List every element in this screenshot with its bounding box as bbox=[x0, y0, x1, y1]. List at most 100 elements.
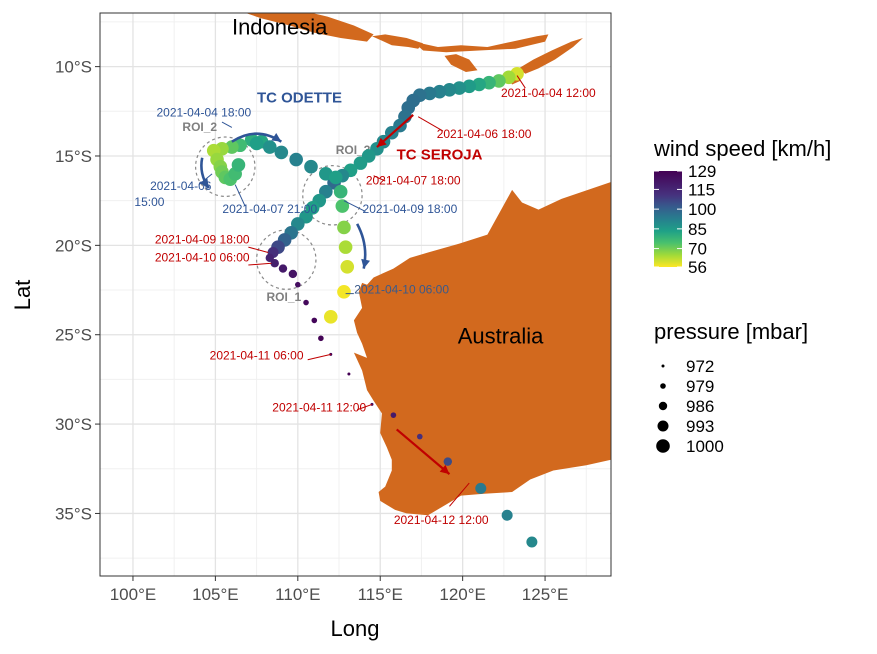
indonesia-sumba bbox=[444, 54, 478, 72]
indonesia-timor bbox=[518, 38, 583, 74]
roi-label: ROI_2 bbox=[182, 120, 217, 134]
timestamp-label: 2021-04-10 06:00 bbox=[354, 283, 449, 297]
track-point bbox=[323, 310, 338, 324]
y-tick-label: 35°S bbox=[55, 504, 92, 523]
pressure-legend-label: 979 bbox=[686, 377, 714, 396]
annotation-leader bbox=[417, 116, 444, 132]
indonesia-sumbawa-flores bbox=[413, 34, 549, 53]
roi-label: ROI_3 bbox=[336, 143, 371, 157]
x-tick-label: 120°E bbox=[439, 585, 486, 604]
track-point bbox=[270, 259, 279, 268]
track-point bbox=[278, 264, 288, 273]
colorbar-tick-label: 100 bbox=[688, 200, 716, 219]
colorbar-tick-label: 129 bbox=[688, 162, 716, 181]
track-point bbox=[390, 412, 397, 418]
x-tick-label: 100°E bbox=[110, 585, 157, 604]
colorbar-tick-label: 115 bbox=[688, 180, 715, 199]
track-point bbox=[295, 281, 301, 288]
annotation-leader bbox=[343, 200, 366, 212]
timestamp-label: 2021-04-11 06:00 bbox=[210, 349, 304, 363]
track-point bbox=[526, 536, 538, 548]
track-point bbox=[335, 199, 350, 213]
annotation-leader bbox=[356, 403, 373, 411]
y-tick-label: 10°S bbox=[55, 58, 92, 77]
pressure-legend-label: 972 bbox=[686, 357, 714, 376]
seroja-track bbox=[265, 66, 538, 548]
timestamp-label: 2021-04-09 18:00 bbox=[155, 233, 250, 247]
track-point bbox=[289, 152, 303, 167]
annotation-leader bbox=[248, 246, 269, 253]
arrow-head bbox=[439, 464, 450, 475]
track-point bbox=[311, 317, 318, 324]
track-point bbox=[304, 159, 318, 174]
track-point bbox=[288, 269, 298, 279]
annotation-leader bbox=[221, 121, 233, 128]
x-tick-label: 105°E bbox=[192, 585, 239, 604]
timestamp-label: 2021-04-07 21:00 bbox=[222, 202, 317, 216]
annotation-leader bbox=[307, 353, 331, 361]
track-point bbox=[443, 457, 453, 466]
track-point bbox=[340, 259, 355, 274]
track-point bbox=[231, 158, 246, 172]
track-point bbox=[353, 156, 368, 170]
pressure-legend-label: 986 bbox=[686, 397, 714, 416]
track-point bbox=[274, 145, 289, 160]
track-point bbox=[337, 285, 351, 299]
track-point bbox=[338, 240, 353, 254]
pressure-legend-title: pressure [mbar] bbox=[654, 319, 808, 344]
wind-colorbar bbox=[654, 171, 682, 267]
track-point bbox=[262, 140, 277, 154]
timestamp-label: 2021-04-11 12:00 bbox=[272, 401, 366, 415]
x-axis-title: Long bbox=[331, 616, 380, 641]
annotation-leader bbox=[248, 262, 272, 266]
direction-arrows bbox=[199, 114, 451, 475]
pressure-legend-dot bbox=[660, 383, 666, 389]
y-tick-label: 20°S bbox=[55, 236, 92, 255]
arrow-head bbox=[376, 137, 387, 148]
timestamp-label: 2021-04-09 18:00 bbox=[363, 202, 458, 216]
annotation-leader bbox=[516, 75, 526, 89]
track-point bbox=[333, 184, 348, 199]
pressure-legend-dot bbox=[656, 439, 670, 453]
annotation-leader bbox=[198, 173, 213, 185]
x-tick-label: 115°E bbox=[358, 585, 403, 604]
timestamp-label: 2021-04-10 06:00 bbox=[155, 250, 250, 264]
y-axis-title: Lat bbox=[10, 280, 35, 311]
axes: 100°E 105°E 110°E 115°E 120°E 125°E 10°S 15°S 20… bbox=[55, 58, 568, 604]
roi-circles: ROI_1 ROI_2 ROI_3 bbox=[182, 120, 370, 304]
land-label: Australia bbox=[458, 324, 544, 349]
timestamp-label: 2021-04-12 12:00 bbox=[394, 513, 489, 527]
roi-circle bbox=[195, 136, 256, 197]
colorbar-tick-label: 85 bbox=[688, 220, 707, 239]
track-point bbox=[501, 509, 513, 521]
x-tick-label: 110°E bbox=[275, 585, 320, 604]
track-point bbox=[416, 433, 423, 440]
track-point bbox=[265, 253, 274, 263]
track-point bbox=[318, 335, 324, 342]
annotation-leader bbox=[449, 482, 470, 507]
map-labels: Indonesia Australia TC ODETTE TC SEROJA bbox=[232, 14, 544, 348]
direction-arrow bbox=[395, 428, 451, 475]
track-point bbox=[303, 299, 309, 306]
storm-label: TC SEROJA bbox=[397, 147, 483, 164]
wind-legend-title: wind speed [km/h] bbox=[653, 136, 831, 161]
pressure-legend-dot bbox=[661, 364, 665, 368]
arrow-head bbox=[199, 178, 209, 189]
storm-label: TC ODETTE bbox=[257, 89, 342, 106]
timestamp-annotations: 2021-04-04 12:00 2021-04-06 18:00 2021-04-… bbox=[134, 75, 596, 527]
indonesia-bali-lombok bbox=[372, 34, 424, 49]
odette-track bbox=[206, 133, 355, 324]
track-point bbox=[328, 170, 343, 185]
indonesia-coast-main bbox=[245, 13, 374, 42]
cyclone-tracks bbox=[206, 66, 538, 548]
annotation-leader bbox=[373, 175, 386, 182]
roi-circle bbox=[302, 165, 363, 226]
y-tick-label: 15°S bbox=[55, 147, 92, 166]
land-masses bbox=[245, 13, 611, 516]
timestamp-label: 2021-04-04 18:00 bbox=[156, 106, 251, 120]
